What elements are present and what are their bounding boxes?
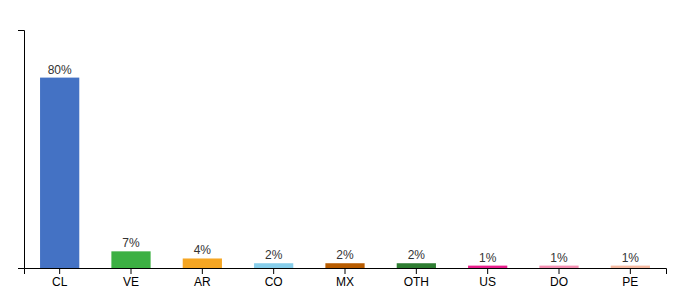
x-tick-mark — [559, 268, 560, 274]
data-label: 2% — [336, 248, 354, 262]
data-label: 80% — [48, 63, 72, 77]
data-label: 1% — [622, 251, 640, 265]
x-tick-label: US — [479, 275, 496, 289]
x-axis: CL VE AR CO MX OTH US DO PE — [25, 268, 667, 289]
data-label: 1% — [479, 251, 497, 265]
data-label: 4% — [194, 243, 212, 257]
x-tick-label: PE — [622, 275, 638, 289]
bar — [397, 263, 436, 268]
bar — [539, 266, 578, 268]
x-tick-label: CO — [265, 275, 283, 289]
y-axis — [18, 31, 25, 269]
data-label: 2% — [408, 248, 426, 262]
x-tick-label: DO — [550, 275, 568, 289]
data-label: 2% — [265, 248, 283, 262]
x-tick-mark — [202, 268, 203, 274]
bar — [325, 263, 364, 268]
x-tick: DO — [550, 268, 568, 289]
bar — [183, 258, 222, 268]
data-label: 1% — [550, 251, 568, 265]
y-axis-line — [18, 31, 25, 269]
x-tick: US — [479, 268, 496, 289]
x-tick-mark — [630, 268, 631, 274]
x-tick: VE — [123, 268, 139, 289]
x-tick-label: OTH — [404, 275, 429, 289]
x-tick-mark — [131, 268, 132, 274]
bars — [40, 78, 650, 268]
x-axis-line — [25, 269, 667, 275]
plot: CL VE AR CO MX OTH US DO PE 80% 7% 4% 2% 2% 2% 1% 1% 1% — [18, 31, 667, 289]
bar — [611, 266, 650, 268]
x-tick-label: AR — [194, 275, 211, 289]
x-tick-label: CL — [52, 275, 68, 289]
x-tick-label: MX — [336, 275, 354, 289]
x-tick: PE — [622, 268, 638, 289]
x-tick-mark — [416, 268, 417, 274]
x-tick-mark — [59, 268, 60, 274]
bar — [254, 263, 293, 268]
x-tick: OTH — [404, 268, 429, 289]
data-labels: 80% 7% 4% 2% 2% 2% 1% 1% 1% — [48, 63, 640, 265]
x-tick-mark — [487, 268, 488, 274]
x-tick: AR — [194, 268, 211, 289]
x-tick: CO — [265, 268, 283, 289]
x-tick: MX — [336, 268, 354, 289]
chart: CL VE AR CO MX OTH US DO PE 80% 7% 4% 2% 2% 2% 1% 1% 1% — [0, 0, 680, 300]
bar — [111, 251, 150, 268]
bar — [468, 266, 507, 268]
x-tick-mark — [345, 268, 346, 274]
bar — [40, 78, 79, 268]
x-tick-mark — [273, 268, 274, 274]
data-label: 7% — [122, 236, 140, 250]
x-tick: CL — [52, 268, 68, 289]
x-tick-label: VE — [123, 275, 139, 289]
